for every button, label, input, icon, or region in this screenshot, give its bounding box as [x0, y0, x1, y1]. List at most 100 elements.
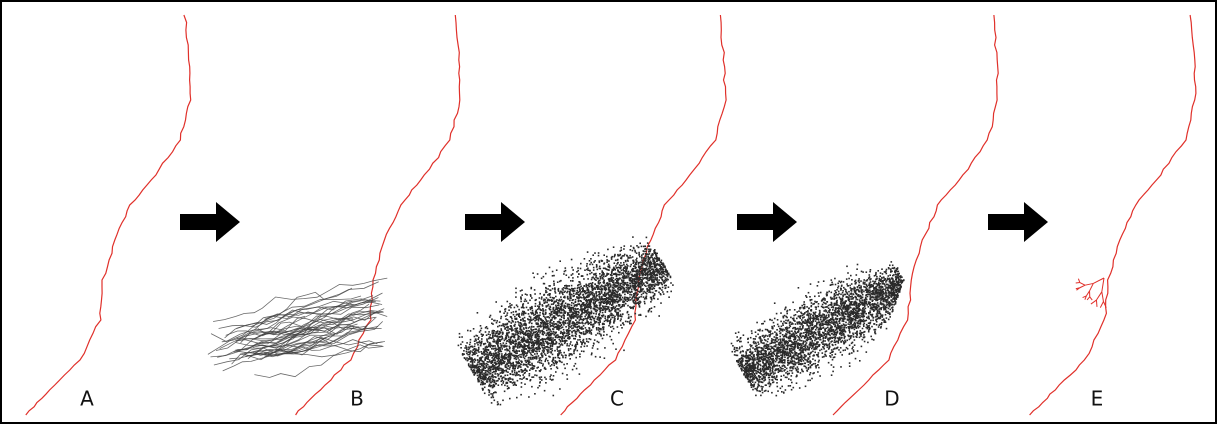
point — [516, 304, 518, 306]
point — [555, 309, 557, 311]
point — [641, 281, 643, 283]
point — [667, 291, 669, 293]
point — [615, 296, 617, 298]
point — [550, 297, 552, 299]
point — [609, 320, 611, 322]
point — [605, 306, 607, 308]
point — [523, 311, 525, 313]
point — [588, 330, 590, 332]
point — [549, 306, 551, 308]
point — [482, 365, 484, 367]
point — [612, 292, 614, 294]
point — [587, 296, 589, 298]
point — [605, 316, 607, 318]
point — [633, 265, 635, 267]
point — [568, 285, 570, 287]
point — [529, 364, 531, 366]
point — [636, 297, 638, 299]
point — [485, 377, 487, 379]
point — [590, 258, 592, 260]
point — [562, 355, 564, 357]
point — [525, 369, 527, 371]
point — [654, 252, 656, 254]
point — [572, 369, 574, 371]
point — [497, 335, 499, 337]
point — [583, 351, 585, 353]
point — [462, 341, 464, 343]
point — [499, 367, 501, 369]
point — [565, 326, 567, 328]
point — [513, 311, 515, 313]
point — [536, 328, 538, 330]
point — [517, 363, 519, 365]
point — [497, 401, 499, 403]
point — [532, 310, 534, 312]
point — [548, 356, 550, 358]
point — [524, 364, 526, 366]
point — [523, 354, 525, 356]
point — [527, 309, 529, 311]
point — [546, 324, 548, 326]
point — [574, 330, 576, 332]
point — [636, 277, 638, 279]
point — [654, 250, 656, 252]
point — [889, 274, 891, 276]
point — [520, 319, 522, 321]
point — [514, 341, 516, 343]
point — [613, 282, 615, 284]
point — [635, 266, 637, 268]
point — [539, 378, 541, 380]
point — [622, 297, 624, 299]
point — [567, 378, 569, 380]
point — [484, 387, 486, 389]
point — [578, 316, 580, 318]
point — [556, 328, 558, 330]
point — [564, 343, 566, 345]
point — [543, 331, 545, 333]
point — [618, 267, 620, 269]
point — [521, 382, 523, 384]
point — [589, 332, 591, 334]
point — [616, 291, 618, 293]
point — [507, 382, 509, 384]
point — [619, 297, 621, 299]
point — [622, 323, 624, 325]
point — [605, 308, 607, 310]
point — [646, 237, 648, 239]
point — [580, 306, 582, 308]
point — [660, 268, 662, 270]
point — [617, 296, 619, 298]
point — [580, 286, 582, 288]
point — [545, 312, 547, 314]
point — [464, 347, 466, 349]
point — [545, 338, 547, 340]
point — [547, 343, 549, 345]
point — [525, 299, 527, 301]
point — [660, 302, 662, 304]
point — [483, 361, 485, 363]
point — [542, 312, 544, 314]
point — [553, 358, 555, 360]
point — [632, 262, 634, 264]
point — [505, 366, 507, 368]
point — [531, 297, 533, 299]
point — [662, 287, 664, 289]
point — [864, 316, 866, 318]
point — [595, 310, 597, 312]
point — [494, 361, 496, 363]
point — [557, 311, 559, 313]
point — [603, 254, 605, 256]
point — [553, 298, 555, 300]
point — [568, 345, 570, 347]
point — [636, 279, 638, 281]
point — [537, 326, 539, 328]
point — [559, 315, 561, 317]
point — [509, 368, 511, 370]
point — [741, 346, 743, 348]
point — [549, 309, 551, 311]
point — [624, 245, 626, 247]
point — [586, 306, 588, 308]
point — [581, 297, 583, 299]
point — [494, 373, 496, 375]
point — [514, 351, 516, 353]
